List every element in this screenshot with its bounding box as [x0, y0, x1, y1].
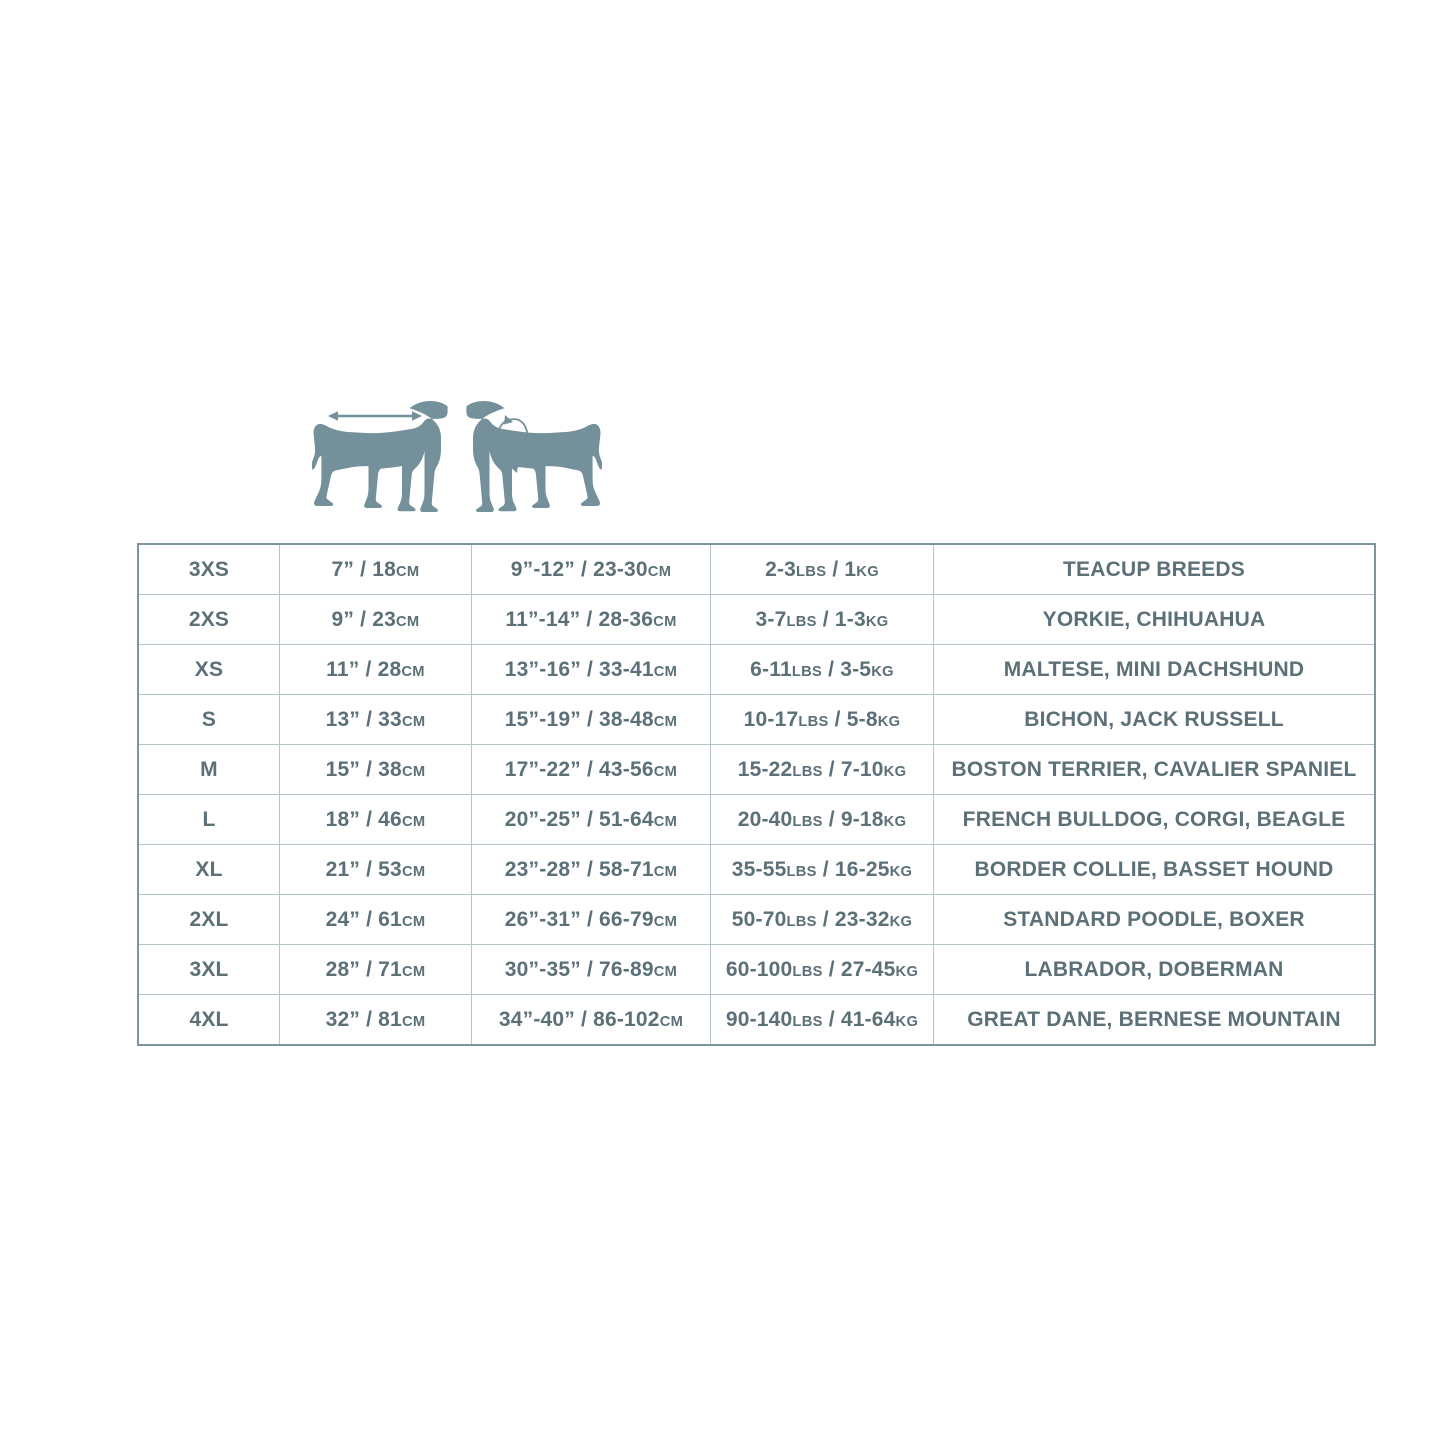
cell-breeds: TEACUP BREEDS: [933, 543, 1376, 595]
cell-back-length: 7” / 18CM: [279, 543, 472, 595]
cell-girth: 26”-31” / 66-79CM: [471, 894, 711, 945]
breeds-label: TEACUP BREEDS: [1063, 557, 1245, 581]
breeds-label: BORDER COLLIE, BASSET HOUND: [974, 857, 1334, 881]
cell-size: 2XS: [137, 594, 280, 645]
size-chart-table-container: 3XS 7” / 18CM 9”-12” / 23-30CM 2-3LBS / 1KG…: [137, 543, 1376, 1046]
size-label: S: [201, 707, 217, 731]
cell-back-length: 9” / 23CM: [279, 594, 472, 645]
cell-breeds: BORDER COLLIE, BASSET HOUND: [933, 844, 1376, 895]
cell-size: L: [137, 794, 280, 845]
breeds-label: BOSTON TERRIER, CAVALIER SPANIEL: [951, 757, 1357, 781]
cell-weight: 2-3LBS / 1KG: [710, 543, 934, 595]
cell-breeds: STANDARD POODLE, BOXER: [933, 894, 1376, 945]
cell-girth: 11”-14” / 28-36CM: [471, 594, 711, 645]
cell-weight: 15-22LBS / 7-10KG: [710, 744, 934, 795]
cell-breeds: GREAT DANE, BERNESE MOUNTAIN: [933, 994, 1376, 1046]
cell-girth: 34”-40” / 86-102CM: [471, 994, 711, 1046]
cell-back-length: 28” / 71CM: [279, 944, 472, 995]
size-label: 3XS: [188, 557, 230, 581]
cell-breeds: BOSTON TERRIER, CAVALIER SPANIEL: [933, 744, 1376, 795]
girth-loop-front-arc: [507, 418, 529, 469]
cell-girth: 30”-35” / 76-89CM: [471, 944, 711, 995]
cell-weight: 90-140LBS / 41-64KG: [710, 994, 934, 1046]
size-label: L: [202, 807, 216, 831]
cell-weight: 60-100LBS / 27-45KG: [710, 944, 934, 995]
cell-back-length: 11” / 28CM: [279, 644, 472, 695]
girth-loop-arrow-head-bottom: [509, 463, 518, 473]
cell-back-length: 13” / 33CM: [279, 694, 472, 745]
cell-size: 3XL: [137, 944, 280, 995]
cell-size: 4XL: [137, 994, 280, 1046]
back-length-arrow: [328, 411, 422, 421]
dog-silhouette-side-girth: [466, 400, 602, 512]
cell-breeds: MALTESE, MINI DACHSHUND: [933, 644, 1376, 695]
size-label: 3XL: [189, 957, 229, 981]
cell-breeds: LABRADOR, DOBERMAN: [933, 944, 1376, 995]
measurement-illustration: [137, 398, 1307, 530]
dog-silhouette-side-back-length: [312, 400, 448, 512]
table-row: 3XL 28” / 71CM 30”-35” / 76-89CM 60-100LBS …: [137, 944, 1376, 995]
breeds-label: FRENCH BULLDOG, CORGI, BEAGLE: [962, 807, 1346, 831]
table-row: M 15” / 38CM 17”-22” / 43-56CM 15-22LBS / 7…: [137, 744, 1376, 795]
size-chart-table: 3XS 7” / 18CM 9”-12” / 23-30CM 2-3LBS / 1KG…: [137, 543, 1376, 1046]
cell-girth: 13”-16” / 33-41CM: [471, 644, 711, 695]
cell-back-length: 18” / 46CM: [279, 794, 472, 845]
cell-girth: 23”-28” / 58-71CM: [471, 844, 711, 895]
cell-back-length: 32” / 81CM: [279, 994, 472, 1046]
cell-weight: 6-11LBS / 3-5KG: [710, 644, 934, 695]
table-row: L 18” / 46CM 20”-25” / 51-64CM 20-40LBS / 9…: [137, 794, 1376, 845]
cell-back-length: 24” / 61CM: [279, 894, 472, 945]
size-label: XS: [194, 657, 224, 681]
breeds-label: YORKIE, CHIHUAHUA: [1042, 607, 1266, 631]
table-row: 4XL 32” / 81CM 34”-40” / 86-102CM 90-140LBS…: [137, 994, 1376, 1046]
cell-size: 3XS: [137, 543, 280, 595]
size-label: 2XL: [189, 907, 229, 931]
cell-girth: 17”-22” / 43-56CM: [471, 744, 711, 795]
cell-weight: 35-55LBS / 16-25KG: [710, 844, 934, 895]
cell-breeds: YORKIE, CHIHUAHUA: [933, 594, 1376, 645]
dog-measurement-diagram: [312, 400, 602, 512]
neck-girth-loop: [496, 415, 529, 473]
back-length-arrow-head-right: [412, 411, 422, 421]
cell-weight: 20-40LBS / 9-18KG: [710, 794, 934, 845]
cell-girth: 15”-19” / 38-48CM: [471, 694, 711, 745]
cell-size: M: [137, 744, 280, 795]
back-length-arrow-head-left: [328, 411, 338, 421]
table-row: XL 21” / 53CM 23”-28” / 58-71CM 35-55LBS / …: [137, 844, 1376, 895]
cell-back-length: 15” / 38CM: [279, 744, 472, 795]
breeds-label: MALTESE, MINI DACHSHUND: [1003, 657, 1305, 681]
cell-breeds: BICHON, JACK RUSSELL: [933, 694, 1376, 745]
cell-girth: 9”-12” / 23-30CM: [471, 543, 711, 595]
breeds-label: GREAT DANE, BERNESE MOUNTAIN: [967, 1007, 1341, 1031]
cell-size: S: [137, 694, 280, 745]
cell-weight: 10-17LBS / 5-8KG: [710, 694, 934, 745]
cell-size: XL: [137, 844, 280, 895]
girth-loop-arrow-head-top: [504, 415, 513, 425]
breeds-label: LABRADOR, DOBERMAN: [1024, 957, 1284, 981]
breeds-label: BICHON, JACK RUSSELL: [1024, 707, 1284, 731]
breeds-label: STANDARD POODLE, BOXER: [1003, 907, 1305, 931]
table-row: S 13” / 33CM 15”-19” / 38-48CM 10-17LBS / 5…: [137, 694, 1376, 745]
girth-loop-back-arc: [496, 419, 515, 469]
cell-breeds: FRENCH BULLDOG, CORGI, BEAGLE: [933, 794, 1376, 845]
cell-size: XS: [137, 644, 280, 695]
cell-girth: 20”-25” / 51-64CM: [471, 794, 711, 845]
size-label: M: [200, 757, 218, 781]
cell-size: 2XL: [137, 894, 280, 945]
size-chart-table-body: 3XS 7” / 18CM 9”-12” / 23-30CM 2-3LBS / 1KG…: [137, 543, 1376, 1046]
size-label: 2XS: [188, 607, 230, 631]
cell-weight: 3-7LBS / 1-3KG: [710, 594, 934, 645]
table-row: 2XS 9” / 23CM 11”-14” / 28-36CM 3-7LBS / 1-…: [137, 594, 1376, 645]
size-label: 4XL: [189, 1007, 229, 1031]
size-label: XL: [195, 857, 223, 881]
cell-weight: 50-70LBS / 23-32KG: [710, 894, 934, 945]
cell-back-length: 21” / 53CM: [279, 844, 472, 895]
table-row: XS 11” / 28CM 13”-16” / 33-41CM 6-11LBS / 3…: [137, 644, 1376, 695]
table-row: 3XS 7” / 18CM 9”-12” / 23-30CM 2-3LBS / 1KG…: [137, 543, 1376, 595]
table-row: 2XL 24” / 61CM 26”-31” / 66-79CM 50-70LBS /…: [137, 894, 1376, 945]
